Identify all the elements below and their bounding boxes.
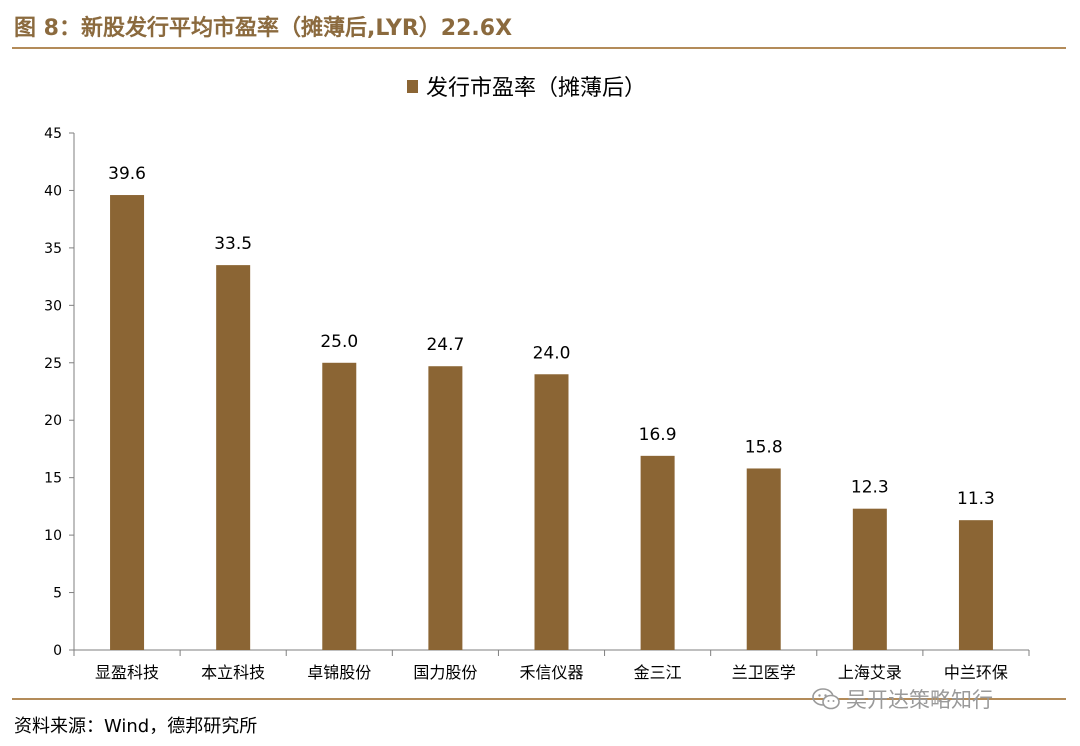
x-tick-label: 本立科技 xyxy=(201,663,265,682)
bar xyxy=(428,366,463,650)
source-note: 资料来源：Wind，德邦研究所 xyxy=(14,716,258,737)
title-divider xyxy=(12,47,1066,49)
y-tick-label: 5 xyxy=(53,586,62,602)
chart-legend: 发行市盈率（摊薄后） xyxy=(407,76,646,101)
x-tick-label: 上海艾录 xyxy=(838,663,902,682)
bar xyxy=(534,374,569,650)
y-tick-label: 45 xyxy=(44,126,62,142)
footer-divider xyxy=(12,698,1066,700)
watermark: 吴开达策略知行 xyxy=(812,684,993,714)
bar xyxy=(110,195,145,651)
legend-label: 发行市盈率（摊薄后） xyxy=(426,76,646,101)
data-label: 15.8 xyxy=(745,437,783,457)
x-tick-label: 兰卫医学 xyxy=(732,663,796,682)
watermark-text: 吴开达策略知行 xyxy=(846,688,993,712)
data-label: 39.6 xyxy=(108,164,146,184)
legend-swatch xyxy=(407,80,418,93)
data-label: 16.9 xyxy=(639,425,677,445)
y-tick-label: 35 xyxy=(44,241,62,257)
x-tick-label: 国力股份 xyxy=(413,663,477,682)
y-tick-label: 40 xyxy=(44,183,62,199)
x-tick-label: 中兰环保 xyxy=(944,663,1008,682)
bar xyxy=(640,455,675,650)
data-label: 24.7 xyxy=(426,335,464,355)
data-label: 12.3 xyxy=(851,478,889,498)
data-label: 25.0 xyxy=(320,332,358,352)
data-label: 24.0 xyxy=(533,343,571,363)
y-tick-label: 15 xyxy=(44,471,62,487)
bar xyxy=(852,508,887,650)
y-tick-label: 30 xyxy=(44,298,62,314)
bar xyxy=(746,468,781,650)
bar xyxy=(216,265,251,650)
x-tick-label: 禾信仪器 xyxy=(519,663,583,682)
x-tick-label: 金三江 xyxy=(634,663,682,682)
x-tick-label: 显盈科技 xyxy=(95,663,159,682)
bar xyxy=(958,520,993,650)
bar xyxy=(322,362,357,650)
wechat-icon xyxy=(812,688,840,710)
y-tick-label: 10 xyxy=(44,528,62,544)
bar-chart: 发行市盈率（摊薄后） 0 5 10 15 20 25 30 35 40 45 39.6 显盈科技 33… xyxy=(44,76,1030,682)
data-label: 11.3 xyxy=(957,489,995,509)
y-tick-label: 0 xyxy=(53,643,62,659)
data-label: 33.5 xyxy=(214,234,252,254)
chart-bars: 39.6 显盈科技 33.5 本立科技 25.0 卓锦股份 24.7 国力股份 24.0 禾信仪器… xyxy=(95,164,1008,682)
y-tick-label: 20 xyxy=(44,413,62,429)
x-tick-label: 卓锦股份 xyxy=(307,663,371,682)
y-tick-label: 25 xyxy=(44,356,62,372)
figure-title: 图 8：新股发行平均市盈率（摊薄后,LYR）22.6X xyxy=(14,16,513,41)
